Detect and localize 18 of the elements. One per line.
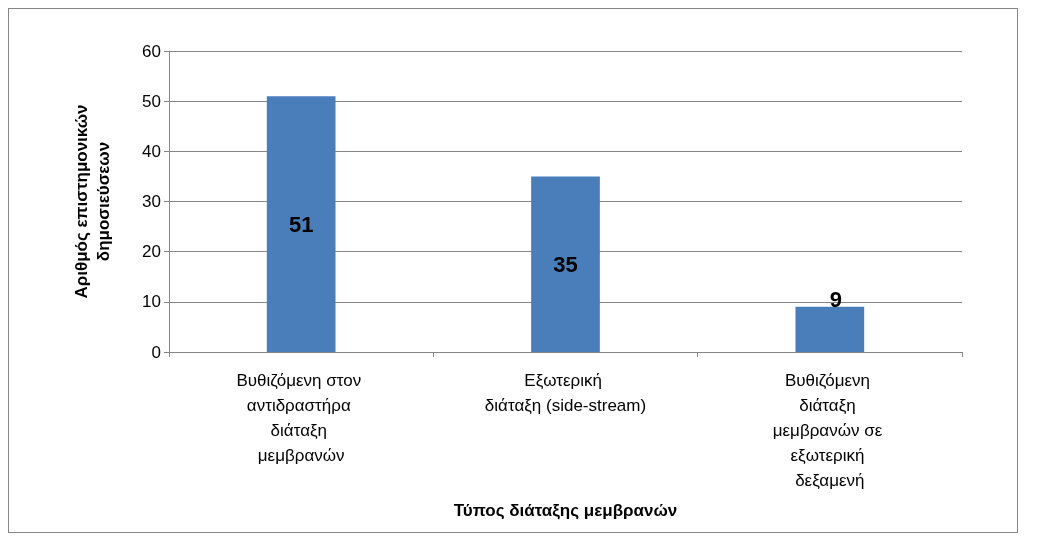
y-tick-label: 20 xyxy=(142,242,161,262)
bar xyxy=(266,96,336,352)
y-tick-label: 50 xyxy=(142,91,161,111)
x-tick-label: Εξωτερική διάταξη (side-stream) xyxy=(484,371,647,415)
y-tick-label: 10 xyxy=(142,292,161,312)
y-tick-label: 0 xyxy=(151,342,161,362)
y-tick-label: 60 xyxy=(142,41,161,61)
bar xyxy=(795,306,865,352)
y-tick-label: 30 xyxy=(142,192,161,211)
data-label: 51 xyxy=(288,211,314,237)
x-tick-label: Βυθιζόμενη διάταξη μεμβρανών σε εξωτερική δεξαμενή xyxy=(772,371,887,490)
y-axis-title: Αριθμός επιστημονικών δημοσιεύσεων xyxy=(71,104,113,299)
data-label: 35 xyxy=(553,251,578,277)
y-tick-label: 40 xyxy=(142,141,161,161)
bar xyxy=(531,176,600,352)
data-label: 9 xyxy=(829,287,843,313)
x-tick-label: Βυθιζόμενη στον αντιδραστήρα διάταξη μεμβρανών xyxy=(236,371,366,465)
x-axis-title: Τύπος διάταξης μεμβρανών xyxy=(453,501,678,520)
